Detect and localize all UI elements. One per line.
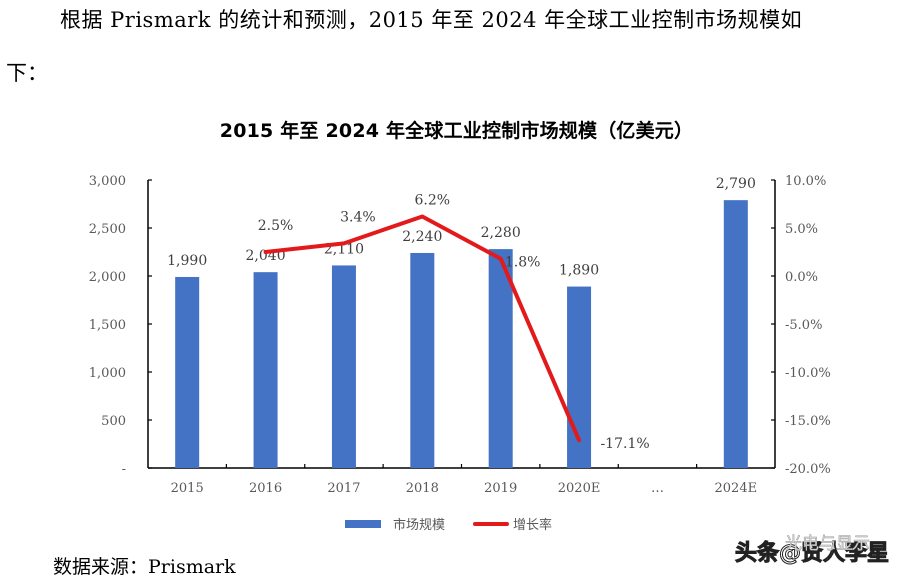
bar-2024E: [723, 200, 748, 468]
legend-line-swatch: [473, 521, 510, 526]
left-axis-tick-label: 1,000: [89, 366, 126, 381]
left-axis-tick-label: 3,000: [89, 174, 126, 189]
right-axis-tick-label: -20.0%: [785, 462, 831, 477]
right-axis-tick-label: -5.0%: [785, 318, 822, 333]
x-axis-tick-label: 2019: [484, 481, 517, 496]
line-value-label: 2.5%: [258, 218, 294, 234]
bar-value-label: 2,240: [402, 229, 442, 245]
left-axis-tick-label: 2,000: [89, 270, 126, 285]
watermark-sub: 光电与显示: [785, 534, 871, 555]
bar-2015: [175, 276, 200, 468]
bar-value-label: 2,280: [481, 225, 521, 241]
bar-2018: [410, 252, 435, 468]
legend-bar-swatch: [345, 519, 381, 528]
x-axis-tick-label: 2024E: [715, 481, 758, 496]
growth-rate-line: [263, 214, 582, 443]
left-axis-tick-label: 2,500: [89, 222, 126, 237]
legend-bar-label: 市场规模: [393, 518, 446, 533]
right-axis-tick-label: 0.0%: [785, 270, 818, 285]
x-axis-tick-label: …: [651, 481, 664, 496]
x-axis-tick-label: 2018: [406, 481, 439, 496]
x-axis-tick-label: 2015: [171, 481, 204, 496]
bar-value-label: 1,890: [559, 263, 599, 279]
data-source-note: 数据来源：Prismark: [53, 556, 236, 578]
watermark-main: 头条@贤人李星: [734, 541, 890, 567]
x-axis-tick-label: 2020E: [558, 481, 601, 496]
intro-line-2: 下：: [6, 61, 48, 85]
bar-value-label: 2,790: [716, 176, 756, 192]
left-axis-tick-label: 500: [101, 414, 126, 429]
watermark: 光电与显示 头条@贤人李星: [734, 534, 890, 567]
right-axis-tick-label: -15.0%: [785, 414, 831, 429]
bar-2017: [331, 265, 356, 468]
right-axis-tick-label: -10.0%: [785, 366, 831, 381]
line-value-label: 6.2%: [415, 192, 451, 208]
chart-legend: 市场规模 增长率: [345, 514, 552, 533]
intro-line-1: 根据 Prismark 的统计和预测，2015 年至 2024 年全球工业控制市…: [60, 8, 803, 32]
bar-2016: [253, 272, 278, 468]
right-axis-tick-label: 10.0%: [785, 174, 826, 189]
bar-value-label: 1,990: [167, 253, 207, 269]
chart-title: 2015 年至 2024 年全球工业控制市场规模（亿美元）: [219, 120, 694, 142]
x-axis-tick-label: 2017: [327, 481, 360, 496]
line-value-label: -17.1%: [600, 436, 649, 452]
legend-line-label: 增长率: [513, 518, 553, 533]
x-axis-tick-label: 2016: [249, 481, 282, 496]
left-axis-tick-label: 1,500: [89, 318, 126, 333]
right-axis-tick-label: 5.0%: [785, 222, 818, 237]
left-axis-tick-label: -: [122, 462, 126, 477]
bar-2019: [488, 249, 513, 468]
line-value-label: 3.4%: [340, 209, 376, 225]
line-value-label: 1.8%: [505, 255, 541, 271]
